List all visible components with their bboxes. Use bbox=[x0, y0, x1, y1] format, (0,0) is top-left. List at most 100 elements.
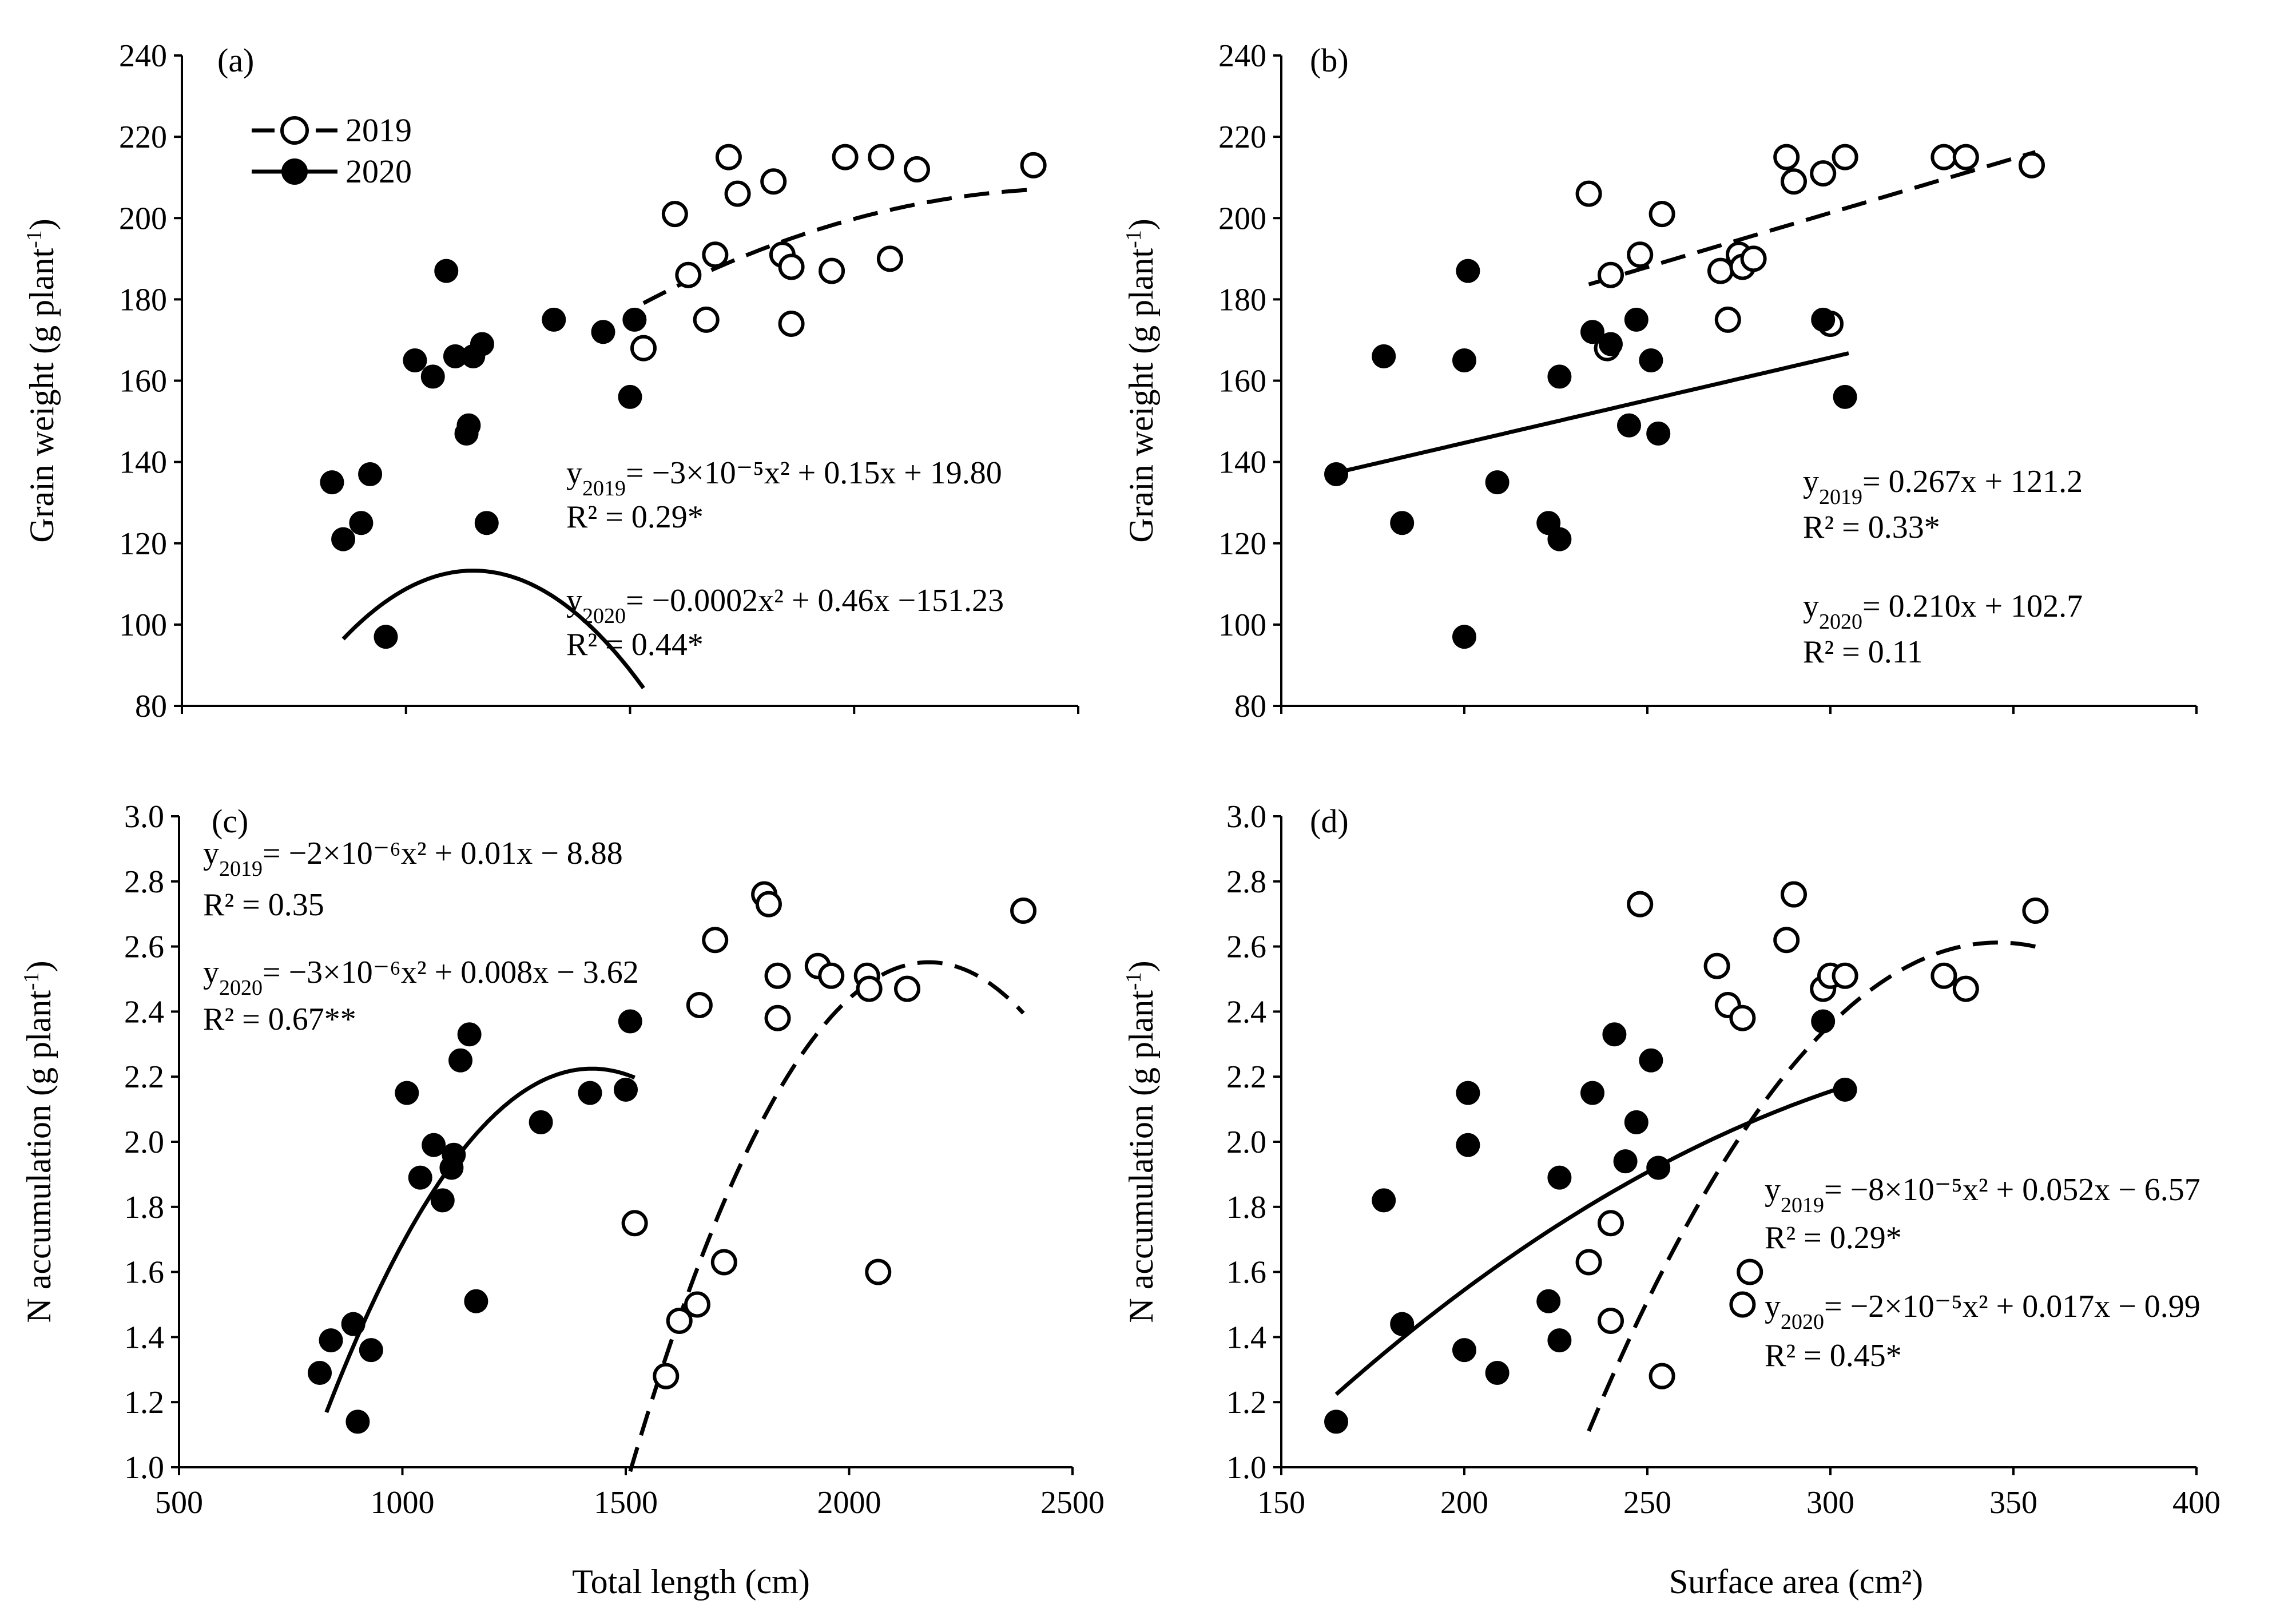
point-2020 bbox=[1811, 1009, 1836, 1034]
point-2019 bbox=[693, 306, 720, 333]
point-2020 bbox=[422, 1133, 446, 1157]
x-axis-title-left: Total length (cm) bbox=[572, 1563, 810, 1601]
point-2020 bbox=[308, 1360, 332, 1385]
point-2020 bbox=[1547, 1165, 1572, 1190]
equation-text: y2019= 0.267x + 121.2 bbox=[1803, 464, 2083, 509]
y-tick-label: 2.8 bbox=[124, 864, 164, 900]
point-2019 bbox=[1598, 1307, 1624, 1334]
fit-line-2019 bbox=[1588, 150, 2036, 287]
point-2020 bbox=[464, 1289, 488, 1313]
point-2019 bbox=[1773, 144, 1800, 170]
point-2020 bbox=[1372, 344, 1396, 368]
point-2020 bbox=[1833, 1077, 1857, 1102]
point-2020 bbox=[1639, 1048, 1663, 1073]
equation-text: R² = 0.35 bbox=[203, 887, 324, 923]
fit-line-2020 bbox=[324, 1066, 635, 1413]
legend-label: 2019 bbox=[345, 112, 412, 149]
x-tick-label: 150 bbox=[1257, 1485, 1305, 1520]
x-tick-label: 250 bbox=[1623, 1485, 1671, 1520]
y-tick-label: 140 bbox=[119, 445, 167, 481]
point-2020 bbox=[1452, 1338, 1476, 1363]
y-tick-label: 2.8 bbox=[1226, 864, 1266, 900]
point-2020 bbox=[403, 348, 427, 372]
point-2019 bbox=[778, 311, 805, 337]
y-tick-label: 1.4 bbox=[124, 1320, 164, 1355]
x-tick-label: 1500 bbox=[594, 1485, 658, 1520]
fit-line-2020 bbox=[1334, 1083, 1850, 1396]
y-tick-label: 2.4 bbox=[1226, 994, 1266, 1030]
panel-b: 80 100 120 140 160 180 200 220 240 Grain weight (… bbox=[1122, 38, 2198, 724]
panel-c: 1.0 1.2 1.4 1.6 1.8 2.0 2.2 2.4 2.6 2.8 3.0 500 1000… bbox=[19, 799, 1105, 1520]
panel-label: (d) bbox=[1310, 803, 1349, 840]
point-2020 bbox=[470, 332, 494, 356]
y-tick-label: 120 bbox=[1218, 526, 1266, 562]
panel-a: 80 100 120 140 160 180 200 220 240 Grain weight (… bbox=[22, 38, 1079, 724]
point-2019 bbox=[1729, 1004, 1756, 1031]
point-2020 bbox=[1390, 1312, 1415, 1336]
point-2020 bbox=[1833, 384, 1857, 409]
y-tick-label: 120 bbox=[119, 526, 167, 562]
equation-text: y2020= 0.210x + 102.7 bbox=[1803, 589, 2083, 634]
y-tick-label: 80 bbox=[1234, 689, 1266, 724]
point-2019 bbox=[1781, 881, 1807, 908]
y-tick-label: 200 bbox=[1218, 201, 1266, 236]
point-2019 bbox=[818, 962, 845, 989]
point-2019 bbox=[1930, 144, 1957, 170]
point-2020 bbox=[1547, 364, 1572, 389]
point-2019 bbox=[710, 1249, 737, 1276]
point-2020 bbox=[1580, 320, 1604, 344]
fit-line-2019 bbox=[642, 188, 1034, 305]
point-2020 bbox=[1324, 1409, 1348, 1434]
point-2020 bbox=[1580, 1081, 1604, 1105]
point-2020 bbox=[349, 511, 374, 535]
point-2019 bbox=[1627, 891, 1654, 918]
point-2020 bbox=[1456, 1133, 1480, 1157]
point-2019 bbox=[1575, 1249, 1602, 1276]
y-tick-label: 160 bbox=[1218, 364, 1266, 399]
point-2019 bbox=[832, 144, 859, 170]
panel-label: (c) bbox=[212, 803, 248, 840]
point-2020 bbox=[1390, 511, 1415, 535]
point-2019 bbox=[819, 257, 845, 284]
equation-text: R² = 0.29* bbox=[1765, 1220, 1902, 1256]
point-2020 bbox=[1547, 1328, 1572, 1353]
point-2020 bbox=[618, 384, 642, 409]
point-2019 bbox=[2019, 152, 2045, 178]
equation-text: R² = 0.67** bbox=[203, 1002, 356, 1037]
point-2019 bbox=[1714, 306, 1741, 333]
point-2020 bbox=[578, 1081, 602, 1105]
equation-text: y2019= −3×10⁻⁵x² + 0.15x + 19.80 bbox=[566, 455, 1002, 501]
point-2019 bbox=[1952, 975, 1979, 1002]
point-2019 bbox=[1598, 261, 1624, 288]
point-2020 bbox=[614, 1077, 638, 1102]
point-2020 bbox=[1599, 332, 1623, 356]
point-2020 bbox=[358, 462, 383, 486]
point-2019 bbox=[868, 144, 895, 170]
equation-text: y2020= −0.0002x² + 0.46x −151.23 bbox=[566, 583, 1004, 628]
point-2019 bbox=[1648, 1363, 1675, 1389]
point-2020 bbox=[618, 1009, 642, 1034]
point-2020 bbox=[457, 1022, 482, 1047]
point-2020 bbox=[1613, 1149, 1638, 1174]
point-2020 bbox=[1617, 413, 1641, 438]
y-tick-label: 1.6 bbox=[124, 1255, 164, 1291]
point-2019 bbox=[2022, 898, 2049, 924]
y-tick-label: 80 bbox=[135, 689, 167, 724]
point-2019 bbox=[760, 168, 787, 195]
y-tick-label: 2.0 bbox=[1226, 1125, 1266, 1160]
point-2019 bbox=[621, 1210, 648, 1237]
equation-text: y2019= −2×10⁻⁶x² + 0.01x − 8.88 bbox=[203, 836, 623, 881]
point-2019 bbox=[1832, 962, 1858, 989]
fit-line-2019 bbox=[628, 960, 1025, 1472]
y-tick-label: 100 bbox=[1218, 607, 1266, 643]
point-2020 bbox=[1547, 527, 1572, 551]
point-2019 bbox=[1598, 1210, 1624, 1237]
point-2019 bbox=[666, 1307, 693, 1334]
point-2019 bbox=[764, 1004, 791, 1031]
point-2020 bbox=[1324, 462, 1348, 486]
point-2019 bbox=[1832, 144, 1858, 170]
y-tick-label: 2.6 bbox=[1226, 930, 1266, 965]
point-2020 bbox=[474, 511, 499, 535]
y-tick-label: 100 bbox=[119, 607, 167, 643]
